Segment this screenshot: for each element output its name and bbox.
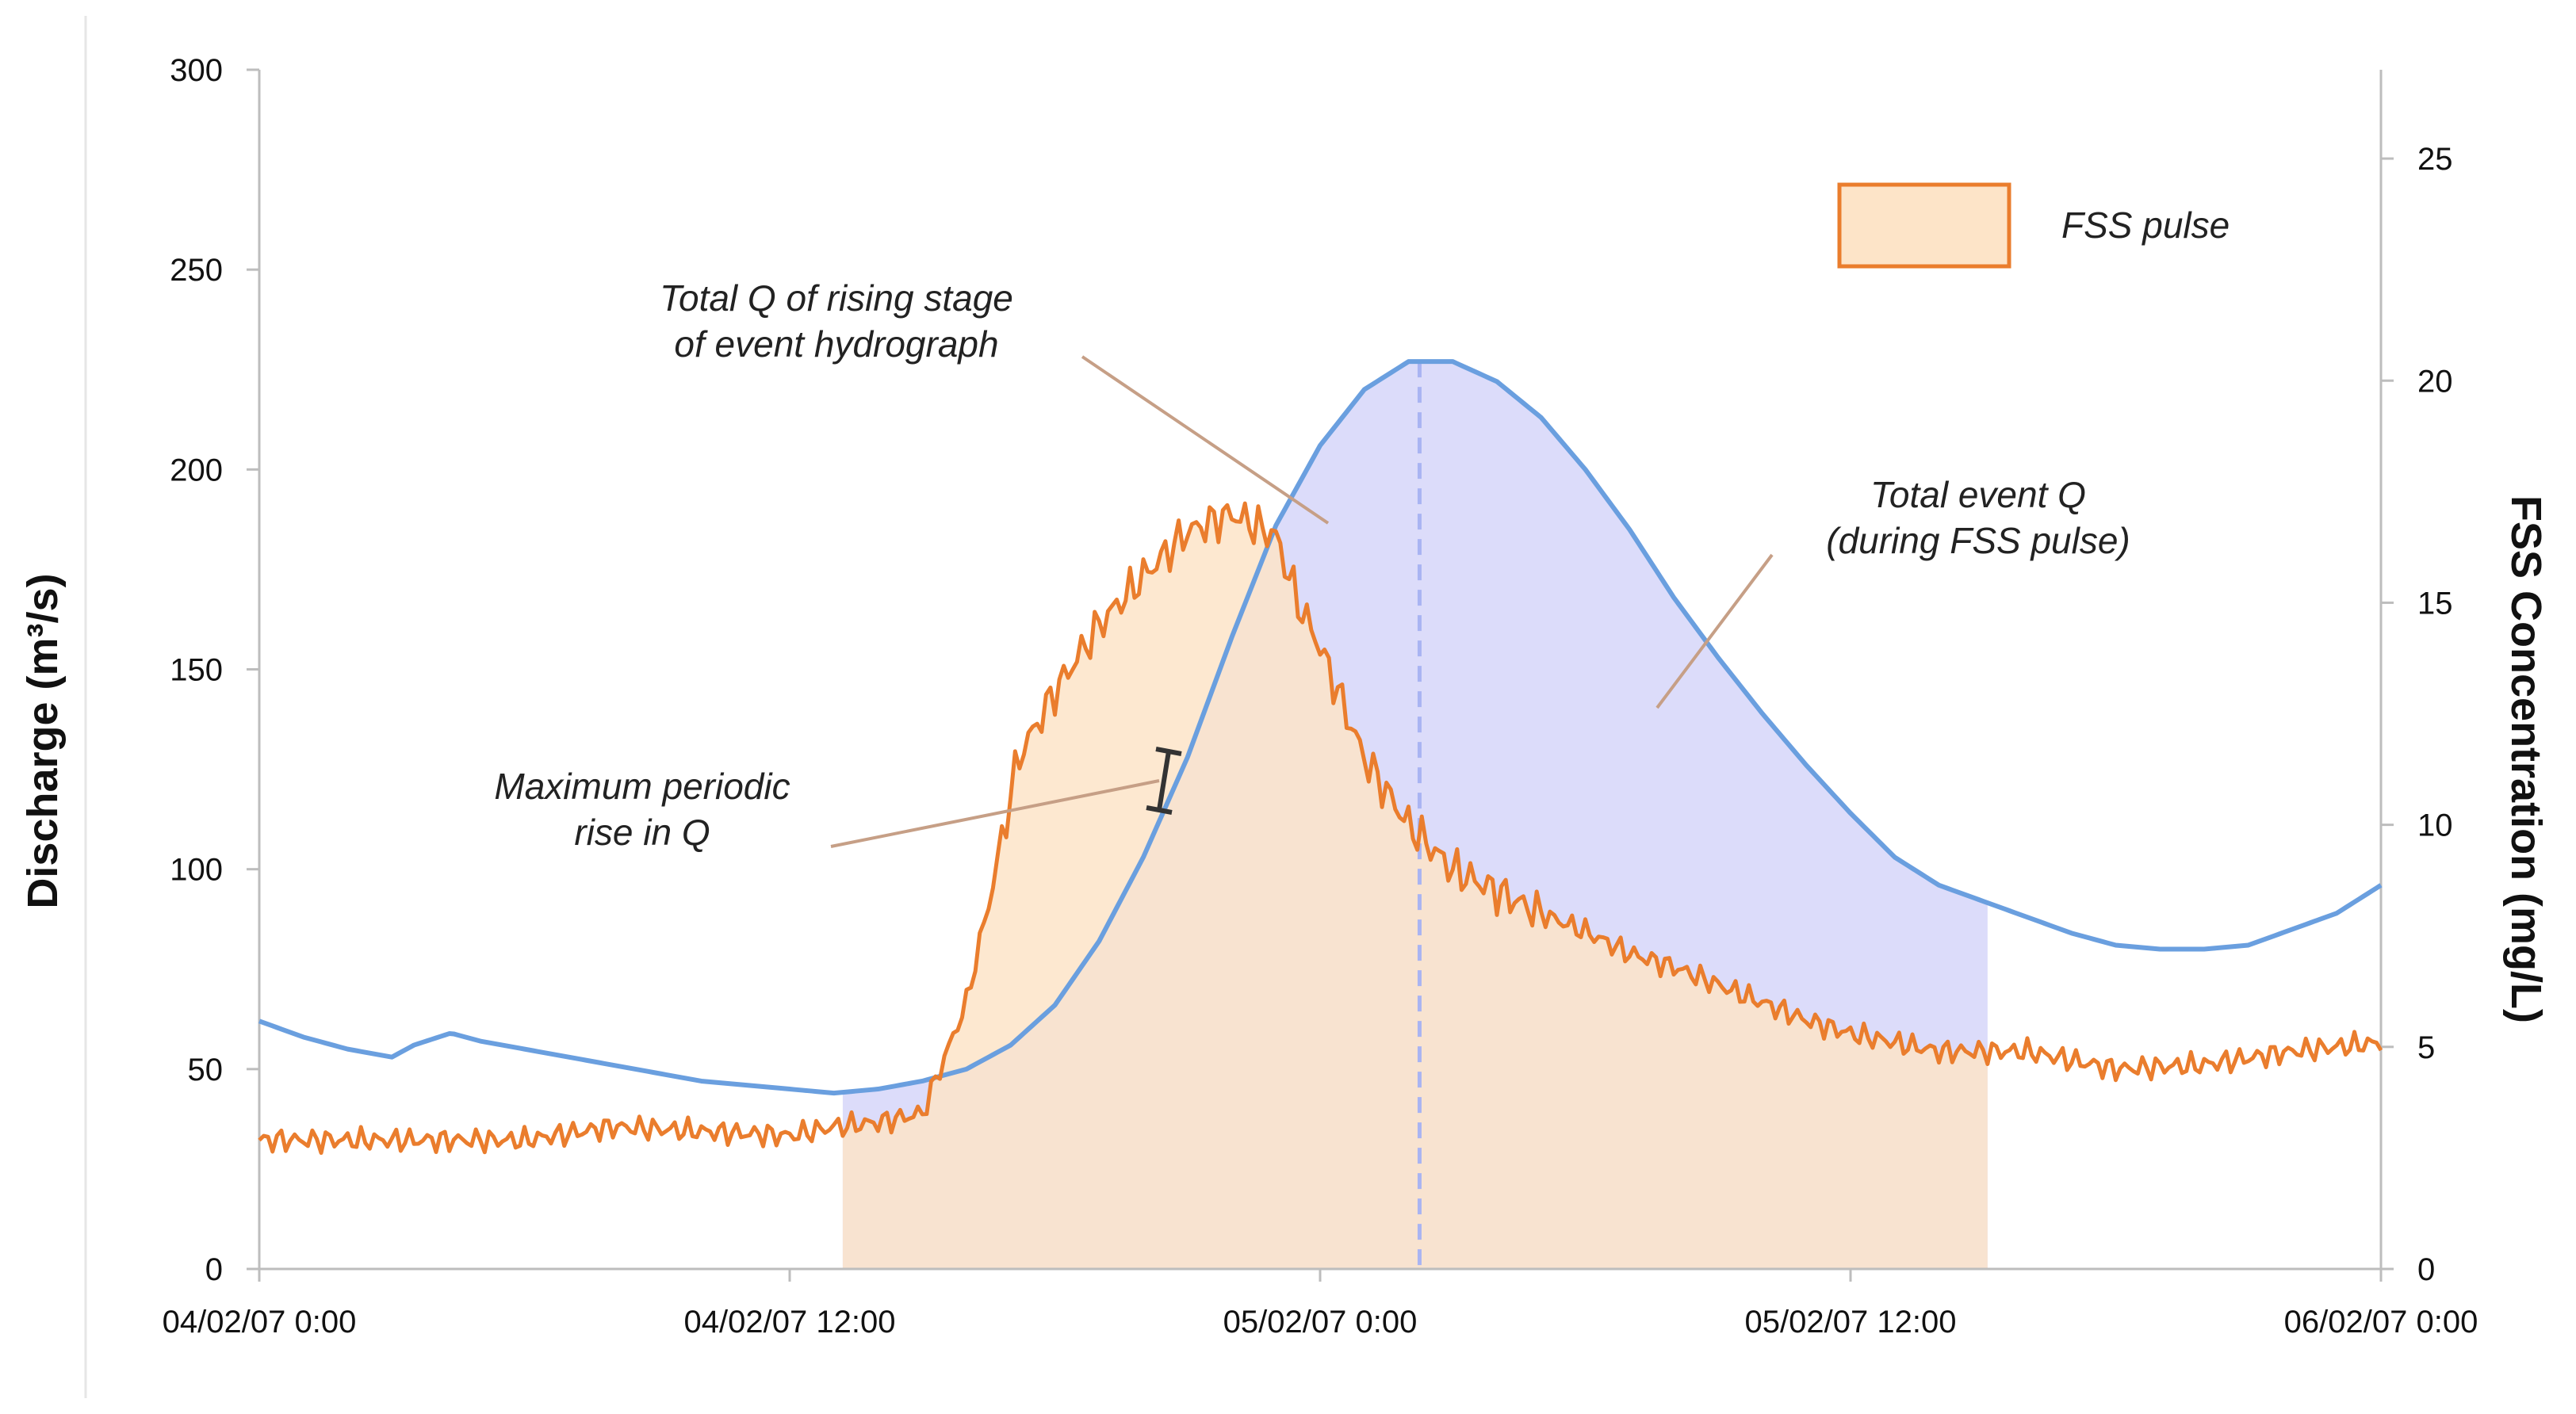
y-left-tick-label: 150: [170, 653, 223, 688]
periodic-rise-bracket: [1157, 751, 1171, 811]
y-right-title: FSS Concentration (mg/L): [2502, 495, 2550, 1023]
axes: 0 50 100 150 200 250 300 0 5 10 15 20 25 04/02/07 0:0…: [163, 53, 2478, 1339]
y-left-tick-label: 0: [205, 1252, 223, 1287]
y-left-tick-label: 200: [170, 453, 223, 487]
y-left-title: Discharge (m³/s): [19, 573, 67, 908]
y-right-tick-label: 20: [2417, 364, 2453, 399]
legend: FSS pulse: [1837, 182, 2230, 269]
shaded-areas: [842, 361, 1988, 1269]
periodic-rise-bracket-top: [1155, 747, 1182, 756]
annotation-total-event-q-leader: [1655, 553, 1774, 709]
fss-concentration-line: [258, 501, 2383, 1156]
x-tick-label: 04/02/07 0:00: [163, 1305, 357, 1339]
y-right-tick-label: 15: [2417, 586, 2453, 621]
annotation-periodic-rise-leader: [830, 779, 1160, 848]
y-right-tick-label: 5: [2417, 1030, 2435, 1065]
x-tick-label: 05/02/07 0:00: [1223, 1305, 1418, 1339]
y-left-tick-label: 300: [170, 53, 223, 88]
x-tick-label: 06/02/07 0:00: [2284, 1305, 2478, 1339]
legend-swatch-fss-pulse: [1837, 182, 2011, 269]
y-left-tick-label: 100: [170, 853, 223, 888]
annotation-rising-stage-leader: [1081, 355, 1330, 525]
periodic-rise-bracket-bottom: [1146, 805, 1173, 815]
y-right-tick-label: 10: [2417, 808, 2453, 843]
annotation-total-event-q-text: Total event Q: [1870, 474, 2086, 515]
annotation-rising-stage-text: of event hydrograph: [674, 323, 998, 365]
x-tick-label: 05/02/07 12:00: [1745, 1305, 1957, 1339]
annotation-rising-stage-text: Total Q of rising stage: [660, 277, 1013, 319]
y-left-tick-label: 50: [188, 1053, 224, 1087]
fss-pulse-area: [842, 503, 1988, 1269]
annotation-periodic-rise-text: rise in Q: [574, 812, 710, 853]
y-right-tick-label: 25: [2417, 142, 2453, 177]
series-lines: [258, 359, 2383, 1156]
legend-label-fss-pulse: FSS pulse: [2061, 204, 2230, 246]
y-right-tick-label: 0: [2417, 1252, 2435, 1287]
discharge-line: [258, 359, 2383, 1096]
y-left-tick-label: 250: [170, 253, 223, 288]
annotation-total-event-q-text: (during FSS pulse): [1826, 520, 2130, 561]
annotation-periodic-rise-text: Maximum periodic: [494, 766, 790, 807]
x-tick-label: 04/02/07 12:00: [684, 1305, 896, 1339]
